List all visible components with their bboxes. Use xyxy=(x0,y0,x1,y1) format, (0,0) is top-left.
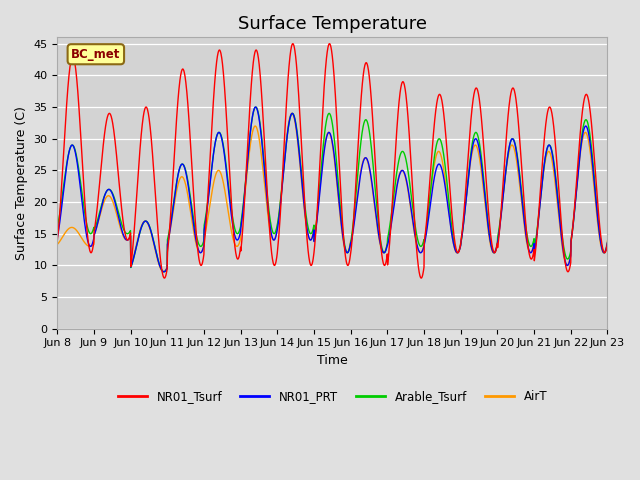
Arable_Tsurf xyxy=(604,240,611,246)
Arable_Tsurf xyxy=(160,269,168,275)
X-axis label: Time: Time xyxy=(317,354,348,367)
AirT xyxy=(349,228,356,234)
AirT xyxy=(288,110,296,116)
Arable_Tsurf xyxy=(361,118,369,124)
NR01_PRT xyxy=(54,234,61,240)
NR01_Tsurf xyxy=(289,41,297,47)
NR01_PRT xyxy=(349,231,356,237)
NR01_PRT xyxy=(207,171,215,177)
NR01_PRT xyxy=(252,104,259,110)
AirT xyxy=(361,155,369,161)
Title: Surface Temperature: Surface Temperature xyxy=(238,15,427,33)
AirT xyxy=(207,195,215,201)
Arable_Tsurf xyxy=(349,225,356,231)
Text: BC_met: BC_met xyxy=(71,48,120,61)
Line: AirT: AirT xyxy=(58,113,607,272)
NR01_Tsurf xyxy=(361,63,369,69)
NR01_Tsurf xyxy=(604,241,611,247)
Arable_Tsurf xyxy=(556,208,563,214)
Arable_Tsurf xyxy=(571,208,579,214)
NR01_PRT xyxy=(160,269,168,275)
NR01_Tsurf xyxy=(493,245,500,251)
AirT xyxy=(54,241,61,247)
NR01_Tsurf xyxy=(571,204,579,210)
NR01_PRT xyxy=(571,208,579,214)
NR01_Tsurf xyxy=(161,275,168,281)
Arable_Tsurf xyxy=(54,224,61,229)
Arable_Tsurf xyxy=(252,104,260,110)
NR01_Tsurf xyxy=(207,138,215,144)
NR01_PRT xyxy=(493,244,500,250)
NR01_PRT xyxy=(604,240,611,245)
Arable_Tsurf xyxy=(207,170,215,176)
AirT xyxy=(493,243,500,249)
Line: NR01_Tsurf: NR01_Tsurf xyxy=(58,44,607,278)
NR01_PRT xyxy=(556,213,563,219)
AirT xyxy=(604,238,611,244)
NR01_PRT xyxy=(361,156,369,161)
AirT xyxy=(556,219,563,225)
AirT xyxy=(159,269,167,275)
NR01_Tsurf xyxy=(349,229,356,235)
Arable_Tsurf xyxy=(493,245,500,251)
NR01_Tsurf xyxy=(556,194,563,200)
Line: Arable_Tsurf: Arable_Tsurf xyxy=(58,107,607,272)
Legend: NR01_Tsurf, NR01_PRT, Arable_Tsurf, AirT: NR01_Tsurf, NR01_PRT, Arable_Tsurf, AirT xyxy=(113,385,552,408)
AirT xyxy=(571,206,579,212)
NR01_Tsurf xyxy=(54,237,61,242)
Y-axis label: Surface Temperature (C): Surface Temperature (C) xyxy=(15,106,28,260)
Line: NR01_PRT: NR01_PRT xyxy=(58,107,607,272)
